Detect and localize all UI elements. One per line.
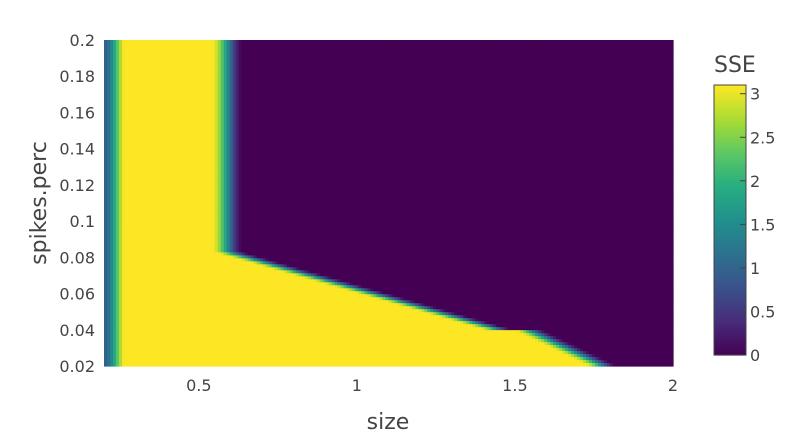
plot-area [104,40,674,367]
heatmap-cells [104,40,674,367]
